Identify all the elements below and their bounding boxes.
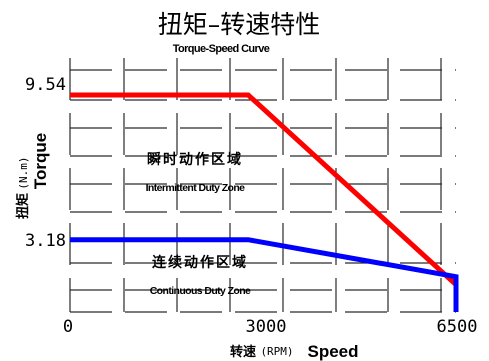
continuous-zone-label-cn: 连续动作区域	[152, 254, 248, 271]
x-tick-label-3000: 3000	[246, 317, 287, 337]
x-axis-label-cn: 转速	[230, 344, 256, 360]
y-tick-label-3.18: 3.18	[25, 231, 66, 251]
y-axis-unit: (N.m)	[17, 156, 30, 189]
intermittent-zone-label-cn: 瞬时动作区域	[147, 151, 243, 168]
y-axis-label-cn: 扭矩	[15, 193, 31, 219]
y-axis-label-en: Torque	[31, 133, 50, 189]
x-axis-label: 转速 (RPM) Speed	[230, 342, 359, 361]
continuous-zone-label-en: Continuous Duty Zone	[150, 285, 251, 297]
chart-subtitle: Torque-Speed Curve	[173, 43, 270, 55]
x-tick-label-6500: 6500	[437, 317, 478, 337]
x-axis-unit: (RPM)	[260, 345, 293, 358]
x-tick-label-0: 0	[63, 317, 73, 337]
grid	[69, 58, 456, 313]
y-tick-label-9.54: 9.54	[25, 75, 66, 95]
intermittent-zone-label-en: Intermittent Duty Zone	[146, 182, 246, 194]
chart-title: 扭矩–转速特性	[158, 10, 321, 39]
series-layer	[70, 92, 459, 312]
x-axis-label-en: Speed	[307, 342, 358, 361]
continuous-duty-curve	[70, 237, 459, 312]
y-axis-label: 扭矩 (N.m) Torque	[15, 133, 50, 219]
